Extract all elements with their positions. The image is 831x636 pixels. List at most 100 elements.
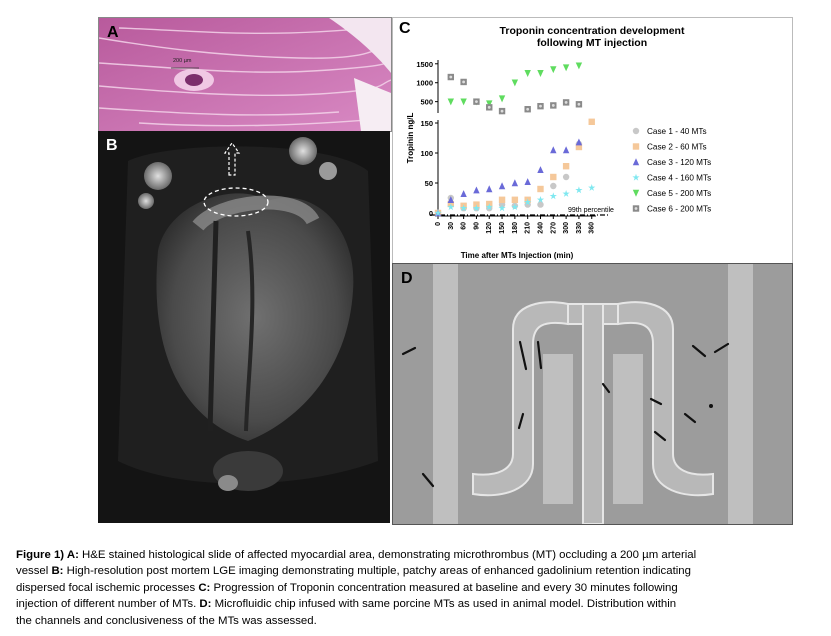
data-point-series-5 <box>498 95 506 103</box>
data-point-series-4 <box>485 203 493 211</box>
data-point-series-4 <box>588 184 596 191</box>
x-tick-label: 150 <box>499 222 506 234</box>
caption-line-4: injection of different number of MTs. D:… <box>16 596 816 612</box>
data-point-series-2 <box>550 173 557 181</box>
caption-text-c: Progression of Troponin concentration me… <box>210 581 678 594</box>
x-tick-label: 30 <box>448 222 455 230</box>
data-point-series-3 <box>524 178 531 185</box>
caption-line-3: dispersed focal ischemic processes C: Pr… <box>16 580 816 596</box>
legend-marker-1 <box>632 127 640 135</box>
panel-letter-b: B <box>106 137 118 154</box>
data-point-series-6 <box>498 107 506 115</box>
y-tick-label: 1000 <box>416 79 433 88</box>
data-point-series-3 <box>537 166 544 173</box>
data-point-series-6 <box>447 73 455 81</box>
caption-label-a: Figure 1) A: <box>16 549 79 561</box>
data-point-series-4 <box>562 190 570 197</box>
data-point-series-3 <box>473 186 480 194</box>
data-point-series-5 <box>511 79 519 87</box>
legend-label-3: Case 3 - 120 MTs <box>647 158 711 167</box>
data-point-series-2 <box>562 163 570 170</box>
caption-text-d: Microfluidic chip infused with same porc… <box>211 598 677 611</box>
legend-marker-2 <box>632 143 640 150</box>
caption-text-b-cont: dispersed focal ischemic processes <box>16 581 199 594</box>
panel-letter-c: C <box>399 20 411 37</box>
mri-image <box>98 131 390 523</box>
data-point-series-2 <box>498 196 506 203</box>
x-axis-label: Time after MTs Injection (min) <box>461 251 574 260</box>
caption-text-a-cont: vessel <box>16 565 52 578</box>
data-point-series-5 <box>537 70 544 77</box>
x-tick-label: 330 <box>576 222 583 234</box>
data-point-series-3 <box>562 146 570 154</box>
figure-caption: Figure 1) A: H&E stained histological sl… <box>16 547 816 629</box>
legend-marker-3 <box>632 158 640 166</box>
x-tick-label: 240 <box>537 222 544 234</box>
data-point-series-6 <box>562 99 570 106</box>
data-point-series-2 <box>511 196 519 203</box>
data-point-series-3 <box>460 190 467 197</box>
data-point-series-4 <box>524 198 532 206</box>
caption-text-a: H&E stained histological slide of affect… <box>78 549 697 561</box>
caption-line-5: the channels and conclusiveness of the M… <box>16 613 816 629</box>
data-point-series-6 <box>550 102 557 109</box>
x-tick-label: 120 <box>486 222 493 234</box>
y-tick-label: 1500 <box>416 60 433 69</box>
data-point-series-3 <box>575 138 583 146</box>
data-point-series-6 <box>537 102 544 110</box>
data-point-series-4 <box>575 186 583 194</box>
data-point-series-6 <box>575 101 583 108</box>
histology-image <box>99 18 391 131</box>
data-point-series-4 <box>460 204 468 212</box>
legend-label-1: Case 1 - 40 MTs <box>647 127 707 136</box>
legend-label-5: Case 5 - 200 MTs <box>647 189 711 198</box>
caption-line-1: Figure 1) A: H&E stained histological sl… <box>16 547 816 563</box>
y-tick-label: 500 <box>420 98 433 107</box>
mri-panel: B <box>98 131 390 523</box>
data-point-series-5 <box>447 98 455 106</box>
legend-marker-4 <box>632 173 640 181</box>
data-point-series-3 <box>498 182 506 190</box>
y-tick-label: 100 <box>420 149 433 158</box>
data-point-series-5 <box>575 62 583 70</box>
data-point-series-2 <box>575 143 583 151</box>
histology-panel: A 200 µm <box>98 17 392 132</box>
legend-label-4: Case 4 - 160 MTs <box>647 174 711 183</box>
panel-letter-a: A <box>107 24 119 41</box>
microfluidic-chip-panel: D <box>392 263 793 525</box>
chart-title-line: Troponin concentration development <box>500 25 685 37</box>
data-point-series-4 <box>434 209 442 217</box>
data-point-series-4 <box>549 192 557 200</box>
caption-text-b: High-resolution post mortem LGE imaging … <box>63 565 691 578</box>
x-tick-label: 90 <box>473 222 480 230</box>
data-point-series-4 <box>498 204 506 212</box>
data-point-series-1 <box>537 201 544 208</box>
troponin-chart: Troponin concentration developmentfollow… <box>406 25 711 260</box>
legend-marker-6 <box>632 205 640 212</box>
chart-title-line: following MT injection <box>537 37 647 49</box>
x-tick-label: 0 <box>435 222 442 226</box>
x-tick-label: 60 <box>461 222 468 230</box>
microfluidic-chip-image <box>393 264 792 524</box>
y-tick-label: 0 <box>429 209 433 218</box>
caption-text-c-cont: injection of different number of MTs. <box>16 598 200 611</box>
data-point-series-5 <box>550 66 557 74</box>
data-point-series-3 <box>550 146 557 154</box>
caption-label-c: C: <box>198 581 211 594</box>
panel-letter-d: D <box>401 270 413 287</box>
data-point-series-3 <box>486 185 493 193</box>
caption-label-d: D: <box>199 598 212 611</box>
data-point-series-5 <box>486 100 493 108</box>
data-point-series-6 <box>460 78 467 86</box>
reference-line-label: 99th percentile <box>568 207 614 214</box>
data-point-series-6 <box>486 104 493 111</box>
data-point-series-3 <box>447 196 455 203</box>
data-point-series-5 <box>562 64 570 72</box>
scale-bar-label: 200 µm <box>173 58 192 64</box>
legend-marker-5 <box>632 189 640 197</box>
caption-text-d-cont: the channels and conclusiveness of the M… <box>16 614 317 627</box>
legend-label-6: Case 6 - 200 MTs <box>647 205 711 214</box>
y-tick-label: 50 <box>425 179 433 188</box>
data-point-series-4 <box>511 203 519 211</box>
data-point-series-2 <box>588 118 595 125</box>
